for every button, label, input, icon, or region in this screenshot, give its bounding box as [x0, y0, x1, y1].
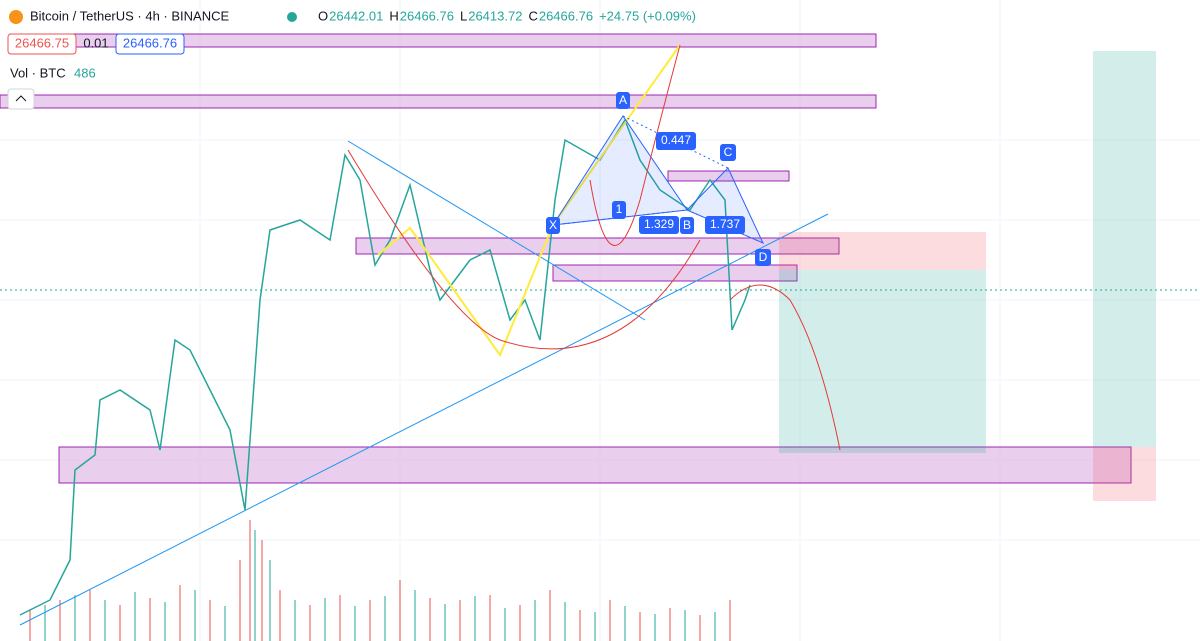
- volume-bars: [29, 520, 731, 641]
- pattern-labels: X A B C D 0.447 1.329 1.737 1: [546, 92, 771, 266]
- point-label: D: [759, 250, 768, 264]
- ratio-label: 0.447: [661, 133, 691, 147]
- change: +24.75 (+0.09%): [599, 8, 696, 23]
- point-label: B: [683, 218, 691, 232]
- collapse-button[interactable]: [7, 88, 35, 110]
- buy-price[interactable]: 26466.76: [123, 35, 177, 50]
- positions: [779, 51, 1156, 501]
- symbol: Bitcoin / TetherUS · 4h · BINANCE: [30, 8, 229, 23]
- spread: 0.01: [83, 35, 108, 50]
- volume-value: 486: [74, 65, 96, 80]
- ohlc-value: 26413.72: [468, 8, 522, 23]
- point-label: C: [724, 145, 733, 159]
- price-path: [19, 118, 751, 616]
- collapse-icon: [15, 95, 27, 102]
- header: Bitcoin / TetherUS · 4h · BINANCE O 26442…: [7, 8, 696, 110]
- zones: [0, 33, 1132, 484]
- ratio-label: 1.737: [710, 217, 740, 231]
- ohlc-label: C: [528, 8, 537, 23]
- point-label: X: [549, 218, 557, 232]
- ratio-label: 1: [616, 202, 623, 216]
- point-label: A: [619, 93, 627, 107]
- drawings: [19, 44, 841, 626]
- ohlc-label: L: [460, 8, 467, 23]
- ratio-label: 1.329: [644, 217, 674, 231]
- ohlc-label: O: [318, 8, 328, 23]
- volume-label: Vol · BTC: [10, 65, 66, 80]
- ohlc-label: H: [389, 8, 398, 23]
- ohlc-value: 26442.01: [329, 8, 383, 23]
- ohlc-value: 26466.76: [539, 8, 593, 23]
- ohlc-value: 26466.76: [400, 8, 454, 23]
- sell-price[interactable]: 26466.75: [15, 35, 69, 50]
